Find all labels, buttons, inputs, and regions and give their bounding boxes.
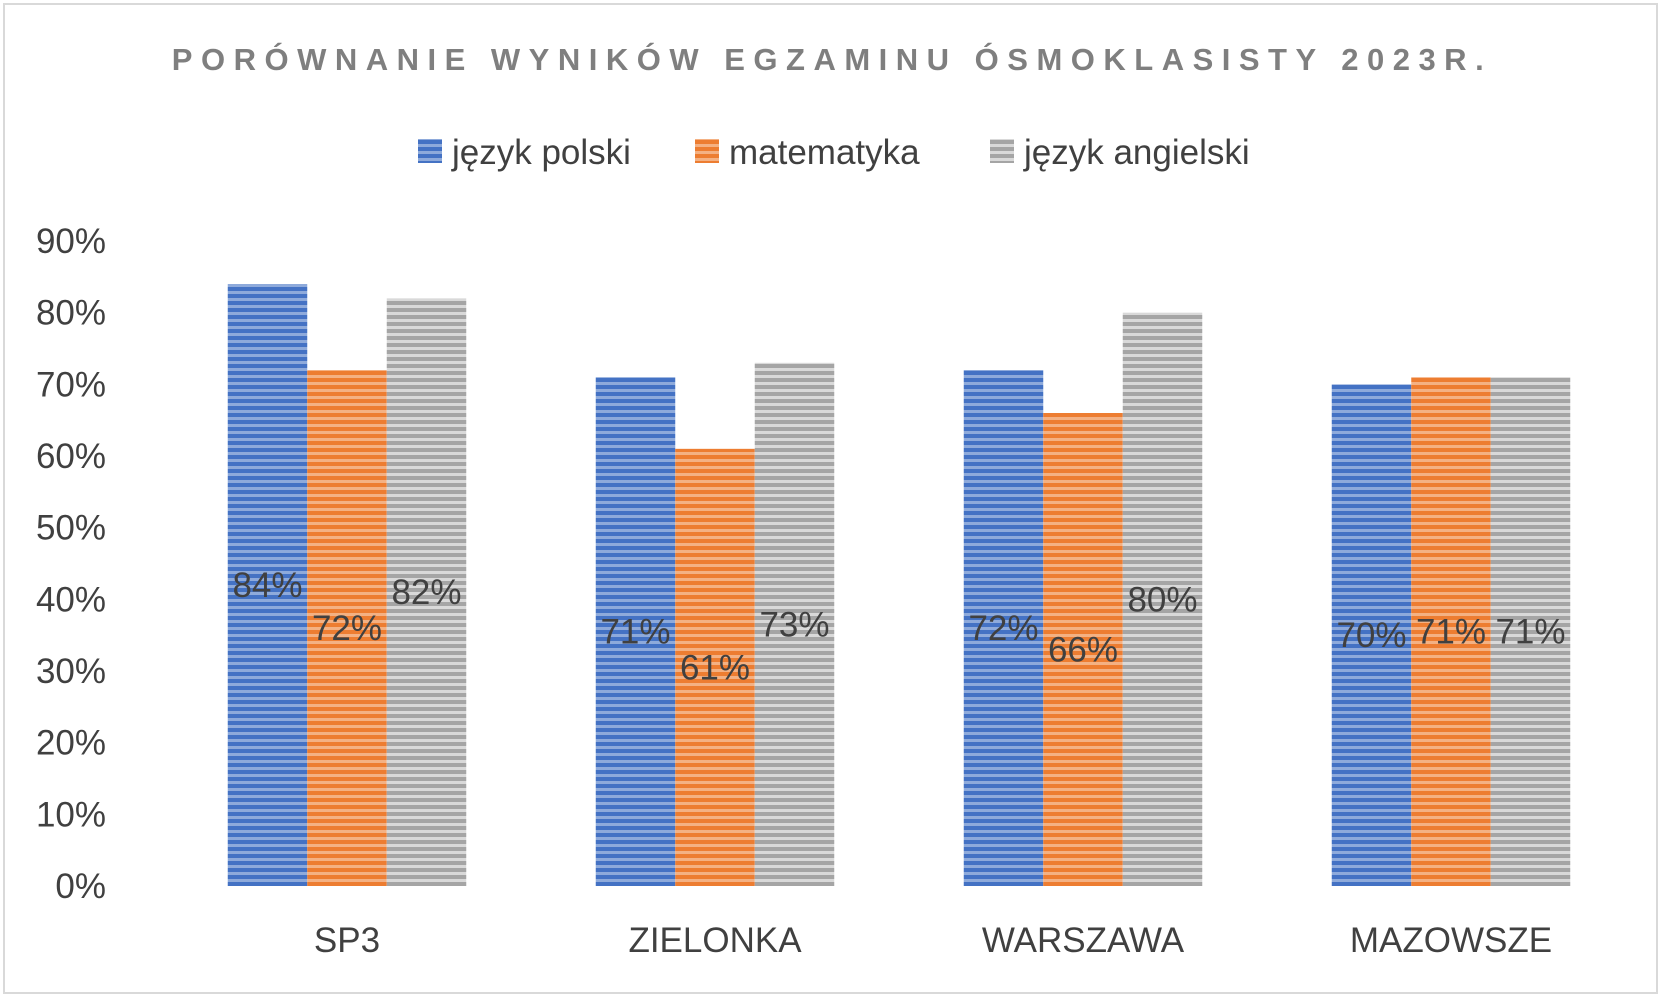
legend-swatch bbox=[418, 139, 442, 163]
bar bbox=[1490, 377, 1571, 886]
bar bbox=[386, 298, 467, 886]
legend-label: język polski bbox=[451, 133, 631, 172]
legend-label: matematyka bbox=[729, 133, 920, 172]
legend-item: język angielski bbox=[990, 133, 1250, 172]
y-axis: 0% 10% 20% 30% 40% 50% 60% 70% 80% 90% bbox=[36, 222, 106, 906]
legend-swatch bbox=[695, 139, 719, 163]
data-label: 66% bbox=[1048, 631, 1118, 670]
legend-swatch bbox=[990, 139, 1014, 163]
bar bbox=[1331, 384, 1412, 886]
data-label: 84% bbox=[232, 566, 302, 605]
x-category-label: MAZOWSZE bbox=[1350, 921, 1552, 960]
bar bbox=[1122, 312, 1203, 887]
data-labels-group: 84%72%82%71%61%73% 72%66%80%70% 71% 71% bbox=[232, 566, 1565, 687]
data-label: 70% bbox=[1336, 616, 1406, 655]
bar bbox=[1411, 377, 1491, 886]
y-tick-label: 0% bbox=[55, 867, 106, 906]
y-tick-label: 80% bbox=[36, 294, 106, 333]
bars-group bbox=[227, 284, 1571, 887]
bar bbox=[307, 370, 387, 886]
legend-item: język polski bbox=[418, 133, 631, 172]
bar bbox=[227, 284, 308, 886]
chart-title: PORÓWNANIE WYNIKÓW EGZAMINU ÓSMOKLASISTY… bbox=[172, 41, 1492, 77]
legend-label: język angielski bbox=[1023, 133, 1250, 172]
bar bbox=[963, 370, 1044, 886]
y-tick-label: 60% bbox=[36, 437, 106, 476]
y-tick-label: 40% bbox=[36, 580, 106, 619]
y-tick-label: 30% bbox=[36, 652, 106, 691]
data-label: 73% bbox=[759, 605, 829, 644]
x-category-label: ZIELONKA bbox=[628, 921, 802, 960]
x-axis: SP3 ZIELONKA WARSZAWA MAZOWSZE bbox=[314, 921, 1552, 960]
y-tick-label: 70% bbox=[36, 365, 106, 404]
data-label: 71% bbox=[1416, 613, 1486, 652]
data-label: 72% bbox=[968, 609, 1038, 648]
x-category-label: WARSZAWA bbox=[982, 921, 1185, 960]
data-label: 61% bbox=[680, 648, 750, 687]
bar bbox=[1043, 413, 1123, 886]
chart-legend: język polski matematyka język angielski bbox=[418, 133, 1250, 172]
legend-item: matematyka bbox=[695, 133, 920, 172]
y-tick-label: 20% bbox=[36, 724, 106, 763]
data-label: 82% bbox=[391, 573, 461, 612]
x-category-label: SP3 bbox=[314, 921, 380, 960]
data-label: 71% bbox=[600, 613, 670, 652]
data-label: 72% bbox=[312, 609, 382, 648]
bar bbox=[754, 362, 835, 886]
data-label: 80% bbox=[1127, 580, 1197, 619]
bar bbox=[595, 377, 676, 886]
y-tick-label: 50% bbox=[36, 509, 106, 548]
y-tick-label: 90% bbox=[36, 222, 106, 261]
y-tick-label: 10% bbox=[36, 795, 106, 834]
bar bbox=[675, 448, 755, 886]
data-label: 71% bbox=[1495, 613, 1565, 652]
